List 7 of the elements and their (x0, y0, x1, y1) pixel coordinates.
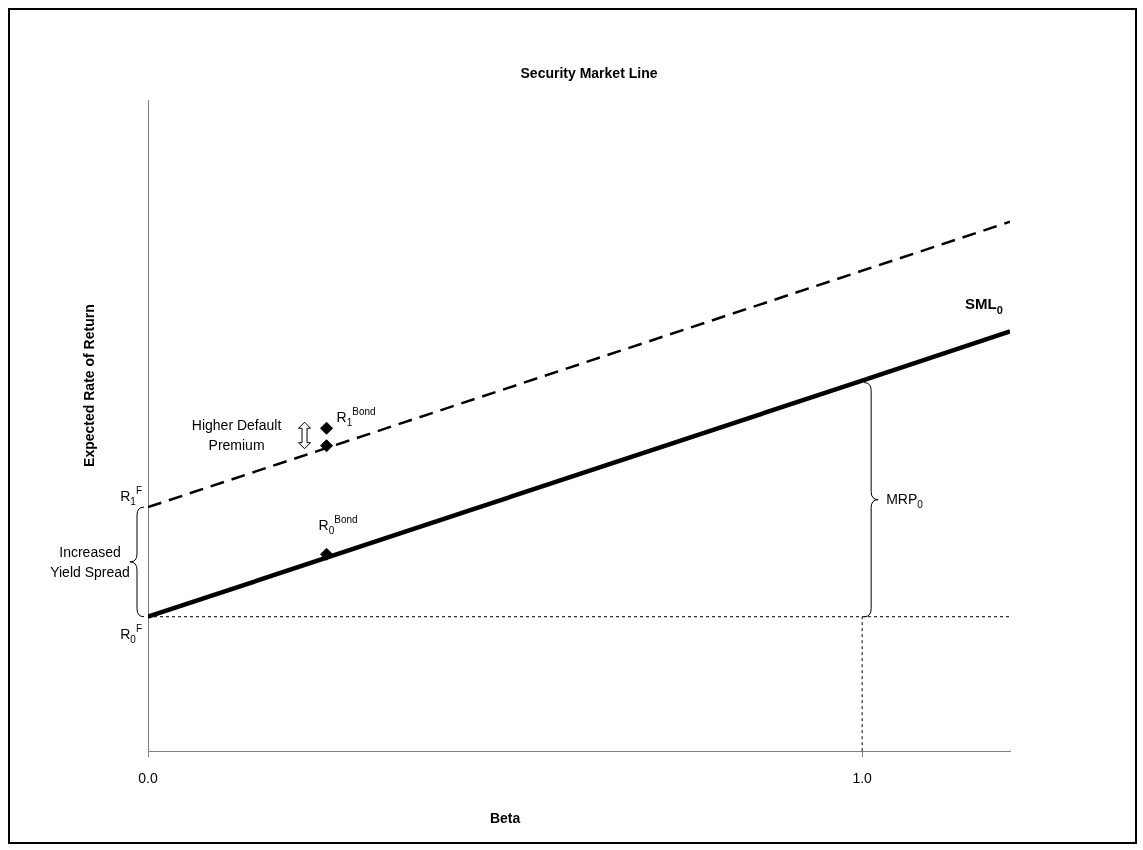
text: Increased Yield Spread (50, 543, 130, 580)
x-axis-title: Beta (489, 810, 521, 827)
x-tick-label: 0.0 (138, 770, 158, 787)
annotation: Higher Default Premium (191, 416, 282, 453)
chart-title: Security Market Line (520, 65, 658, 81)
y-axis-title: Expected Rate of Return (81, 304, 97, 467)
x-tick-label: 1.0 (852, 770, 873, 787)
